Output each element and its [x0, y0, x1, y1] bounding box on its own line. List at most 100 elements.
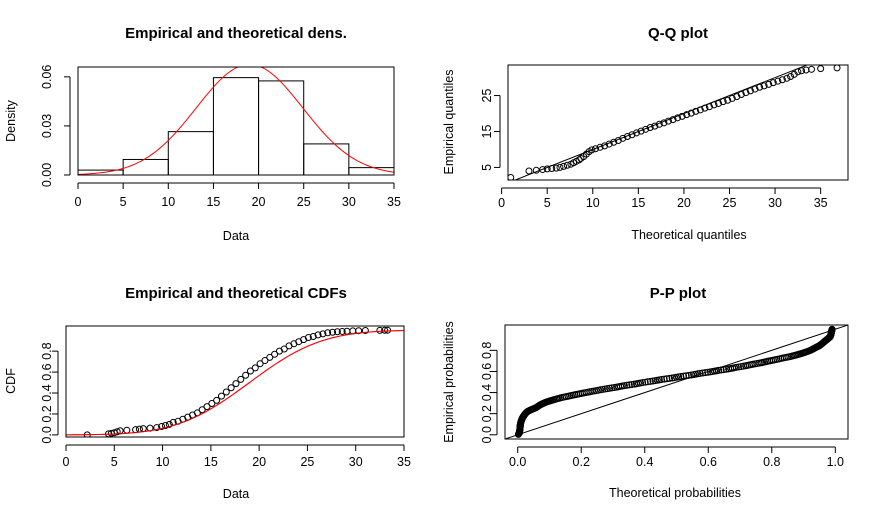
pp-x-tick-label: 0.6	[700, 455, 717, 469]
density-y-tick-label: 0.06	[40, 65, 54, 89]
qq-point	[798, 67, 806, 75]
density-x-tick-label: 10	[161, 195, 175, 209]
pp-plot-area	[505, 325, 848, 439]
qq-point	[610, 138, 618, 146]
pp-point	[620, 382, 628, 390]
qq-x-tick-label: 15	[631, 196, 645, 210]
qq-point	[751, 85, 759, 93]
qq-x-tick-label: 10	[586, 196, 600, 210]
density-x-tick-label: 35	[387, 195, 401, 209]
cdf-x-tick-label: 10	[156, 455, 170, 469]
empirical-cdf-point	[246, 367, 254, 375]
pp-point	[625, 381, 633, 389]
cdf-x-tick-label: 35	[397, 455, 411, 469]
qq-point	[543, 165, 551, 173]
empirical-cdf-point	[161, 421, 169, 429]
qq-point	[525, 167, 533, 175]
pp-point	[685, 371, 693, 379]
qq-panel: Q-Q plot Theoretical quantiles Empirical q…	[442, 25, 849, 242]
qq-point	[660, 119, 668, 127]
qq-point	[619, 134, 627, 142]
pp-point	[699, 369, 707, 377]
qq-point	[596, 143, 604, 151]
empirical-cdf-point	[232, 380, 240, 388]
qq-point	[655, 120, 663, 128]
density-x-tick-label: 0	[75, 195, 82, 209]
qq-point	[669, 116, 677, 124]
empirical-cdf-point	[158, 423, 166, 431]
empirical-cdf-point	[304, 334, 312, 342]
qq-y-axis-label: Empirical quantiles	[442, 70, 456, 175]
pp-point	[644, 378, 652, 386]
pp-y-tick-label: 0.0	[480, 426, 494, 443]
pp-y-tick-label: 0.2	[480, 405, 494, 422]
qq-x-tick-label: 5	[544, 196, 551, 210]
density-plot-frame	[77, 66, 395, 176]
empirical-cdf-point	[349, 327, 357, 335]
cdf-y-axis-label: CDF	[4, 368, 18, 394]
pp-plot-frame	[504, 324, 849, 440]
cdf-y-tick-label: 0.8	[40, 342, 54, 359]
qq-point	[664, 117, 672, 125]
cdf-x-tick-label: 5	[111, 455, 118, 469]
qq-point	[701, 104, 709, 112]
qq-plot-area	[508, 65, 841, 180]
empirical-cdf-point	[266, 353, 274, 361]
pp-x-tick-label: 0.4	[636, 455, 653, 469]
qq-x-tick-label: 30	[768, 196, 782, 210]
empirical-cdf-point	[242, 371, 250, 379]
pp-point	[663, 375, 671, 383]
qq-point	[705, 103, 713, 111]
empirical-cdf-point	[217, 392, 225, 400]
empirical-cdf-point	[355, 327, 363, 335]
empirical-cdf-point	[198, 406, 206, 414]
qq-y-tick-label: 5	[480, 164, 494, 171]
pp-point	[666, 374, 674, 382]
qq-point	[808, 65, 816, 73]
pp-x-tick-label: 0.0	[509, 455, 526, 469]
empirical-cdf-point	[314, 331, 322, 339]
cdf-panel: Empirical and theoretical CDFs Data CDF 0 5 1…	[4, 285, 411, 501]
empirical-cdf-point	[213, 396, 221, 404]
pp-point	[720, 366, 728, 374]
qq-plot-frame	[507, 64, 849, 181]
qq-point	[563, 161, 571, 169]
qq-point	[532, 166, 540, 174]
qq-point	[783, 74, 791, 82]
qq-point	[678, 112, 686, 120]
qq-point	[833, 65, 841, 72]
qq-title: Q-Q plot	[648, 25, 708, 42]
empirical-cdf-point	[237, 375, 245, 383]
density-title: Empirical and theoretical dens.	[125, 25, 347, 42]
qq-point	[633, 129, 641, 137]
qq-point	[787, 73, 795, 80]
qq-point	[756, 83, 764, 91]
qq-point	[746, 87, 754, 95]
qq-point	[637, 127, 645, 135]
cdf-y-tick-label: 0.6	[40, 363, 54, 380]
qq-point	[605, 140, 613, 148]
pp-point	[628, 380, 636, 388]
qq-point	[642, 125, 650, 133]
cdf-x-tick-label: 30	[349, 455, 363, 469]
qq-point	[646, 124, 654, 132]
density-x-tick-label: 15	[206, 195, 220, 209]
qq-point	[623, 133, 631, 141]
pp-point	[679, 372, 687, 380]
empirical-cdf-point	[338, 327, 346, 335]
empirical-cdf-point	[203, 403, 211, 411]
density-x-tick-label: 25	[297, 195, 311, 209]
qq-point	[683, 111, 691, 119]
empirical-cdf-point	[165, 420, 173, 428]
pp-point	[717, 366, 725, 374]
qq-point	[760, 82, 768, 90]
qq-point	[774, 77, 782, 85]
empirical-cdf-point	[324, 329, 332, 337]
empirical-cdf-point	[208, 399, 216, 407]
qq-point	[765, 80, 773, 88]
empirical-cdf-point	[333, 328, 341, 336]
qq-x-tick-label: 25	[723, 196, 737, 210]
empirical-cdf-point	[381, 326, 389, 334]
density-x-axis-label: Data	[223, 229, 249, 243]
pp-point	[646, 377, 654, 385]
